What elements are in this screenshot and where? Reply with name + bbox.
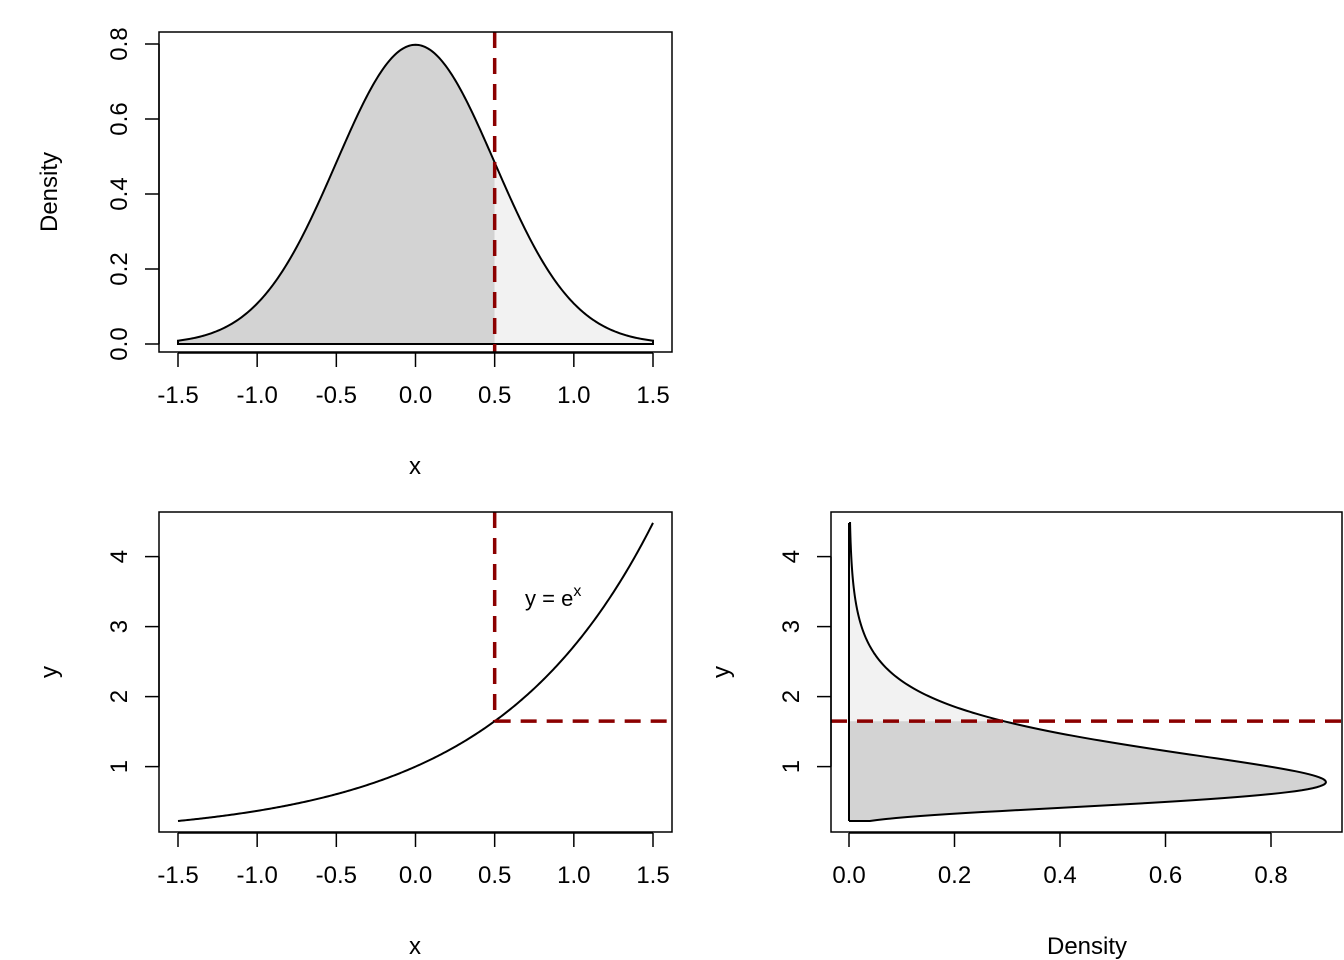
density-x-x-tick-label: 0.5 xyxy=(478,382,511,409)
transform-y-tick-label: 1 xyxy=(106,760,133,773)
transform-y-tick-label: 4 xyxy=(106,550,133,563)
density-y-x-axis-title: Density xyxy=(1047,933,1127,960)
density-y-x-tick-label: 0.4 xyxy=(1043,862,1076,889)
transform-equation-base: y = e xyxy=(525,586,573,611)
density-x-x-tick-label: -0.5 xyxy=(316,382,357,409)
transform-y-axis: 1 2 3 4 xyxy=(106,550,160,773)
transform-x-axis-title: x xyxy=(409,933,421,960)
transform-y-axis-title: y xyxy=(36,666,63,678)
transform-equation-superscript: x xyxy=(573,583,581,600)
density-x-y-tick-label: 0.0 xyxy=(106,327,133,360)
transform-x-tick-label: -0.5 xyxy=(316,862,357,889)
transform-x-tick-label: -1.0 xyxy=(236,862,277,889)
density-x-x-tick-label: -1.5 xyxy=(157,382,198,409)
density-y-y-tick-label: 3 xyxy=(778,620,805,633)
transform-y-tick-label: 2 xyxy=(106,690,133,703)
density-x-x-axis: -1.5 -1.0 -0.5 0.0 0.5 1.0 1.5 xyxy=(157,352,670,409)
density-x-y-tick-label: 0.4 xyxy=(106,177,133,210)
transform-plot-frame xyxy=(158,511,673,833)
density-x-x-tick-label: 1.0 xyxy=(557,382,590,409)
density-x-y-tick-label: 0.8 xyxy=(106,27,133,60)
density-y-x-tick-label: 0.2 xyxy=(938,862,971,889)
density-x-x-tick-label: 0.0 xyxy=(399,382,432,409)
density-y-panel: 0.0 0.2 0.4 0.6 0.8 1 2 3 4 Density y xyxy=(708,511,1343,960)
transform-y-tick-label: 3 xyxy=(106,620,133,633)
transform-x-tick-label: 1.5 xyxy=(636,862,669,889)
transform-x-tick-label: 0.5 xyxy=(478,862,511,889)
density-x-curve xyxy=(177,43,654,345)
transform-x-tick-label: 0.0 xyxy=(399,862,432,889)
transform-curve xyxy=(177,522,654,822)
density-x-panel: -1.5 -1.0 -0.5 0.0 0.5 1.0 1.5 0.0 0.2 0.4 0.6 0.8… xyxy=(36,27,673,480)
density-x-area-above-cutoff xyxy=(494,162,653,344)
density-y-x-tick-label: 0.8 xyxy=(1254,862,1287,889)
density-x-x-axis-title: x xyxy=(409,453,421,480)
density-x-area-below-cutoff xyxy=(178,44,495,344)
density-x-y-axis: 0.0 0.2 0.4 0.6 0.8 xyxy=(106,27,160,361)
density-y-x-axis: 0.0 0.2 0.4 0.6 0.8 xyxy=(832,832,1288,889)
density-y-y-axis: 1 2 3 4 xyxy=(778,550,832,773)
density-y-area-above-cutoff xyxy=(849,523,1004,722)
density-y-y-tick-label: 4 xyxy=(778,550,805,563)
density-y-x-tick-label: 0.0 xyxy=(832,862,865,889)
density-x-y-tick-label: 0.6 xyxy=(106,102,133,135)
transform-x-axis: -1.5 -1.0 -0.5 0.0 0.5 1.0 1.5 xyxy=(157,832,670,889)
transform-equation-label: y = ex xyxy=(525,583,581,611)
density-y-y-tick-label: 1 xyxy=(778,760,805,773)
transform-x-tick-label: 1.0 xyxy=(557,862,590,889)
density-y-area-below-cutoff xyxy=(849,721,1326,821)
transform-x-tick-label: -1.5 xyxy=(157,862,198,889)
density-y-y-tick-label: 2 xyxy=(778,690,805,703)
density-x-x-tick-label: -1.0 xyxy=(236,382,277,409)
density-y-x-tick-label: 0.6 xyxy=(1149,862,1182,889)
density-x-y-axis-title: Density xyxy=(36,152,63,232)
density-y-y-axis-title: y xyxy=(708,666,735,678)
density-x-x-tick-label: 1.5 xyxy=(636,382,669,409)
density-y-curve xyxy=(849,522,1327,822)
density-x-y-tick-label: 0.2 xyxy=(106,252,133,285)
